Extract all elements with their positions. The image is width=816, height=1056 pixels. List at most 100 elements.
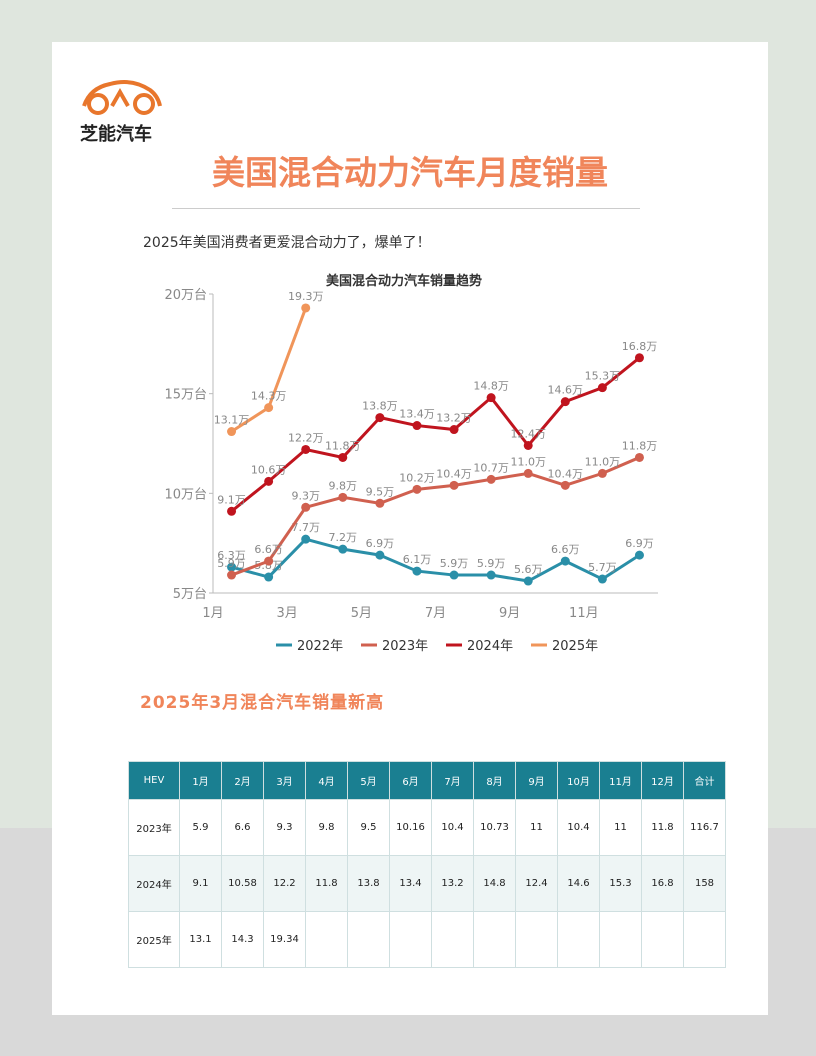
point bbox=[301, 444, 311, 454]
point bbox=[375, 498, 385, 508]
data-label: 6.6万 bbox=[551, 543, 580, 556]
header-cell: HEV bbox=[128, 761, 180, 800]
table-cell bbox=[557, 911, 600, 968]
subtitle: 2025年美国消费者更爱混合动力了，爆单了！ bbox=[143, 235, 431, 251]
table-cell: 10.4 bbox=[431, 799, 474, 856]
point bbox=[227, 570, 237, 580]
table-cell: 12.4 bbox=[515, 855, 558, 912]
legend-label: 2024年 bbox=[467, 639, 513, 654]
table-cell bbox=[305, 911, 348, 968]
x-tick-label: 1月 bbox=[202, 606, 223, 621]
point bbox=[338, 492, 348, 502]
table-cell: 9.8 bbox=[305, 799, 348, 856]
table-cell: 10.58 bbox=[221, 855, 264, 912]
point bbox=[227, 506, 237, 516]
x-tick-label: 5月 bbox=[351, 606, 372, 621]
table-cell: 12.2 bbox=[263, 855, 306, 912]
data-label: 6.6万 bbox=[254, 543, 283, 556]
table-row: 2024年 9.1 10.58 12.2 11.8 13.8 13.4 13.2 14.8 12.… bbox=[128, 855, 726, 912]
data-label: 19.3万 bbox=[288, 290, 324, 303]
table-cell: 14.3 bbox=[221, 911, 264, 968]
data-label: 14.6万 bbox=[548, 384, 584, 397]
table-cell: 16.8 bbox=[641, 855, 684, 912]
point bbox=[412, 566, 422, 576]
data-label: 10.6万 bbox=[251, 463, 287, 476]
data-label: 12.4万 bbox=[510, 427, 546, 440]
data-label: 14.8万 bbox=[473, 380, 509, 393]
data-label: 13.2万 bbox=[436, 412, 472, 425]
x-tick-label: 9月 bbox=[499, 606, 520, 621]
table-cell bbox=[683, 911, 726, 968]
table-cell: 10.4 bbox=[557, 799, 600, 856]
table-cell: 9.3 bbox=[263, 799, 306, 856]
point bbox=[375, 413, 385, 423]
table-cell: 158 bbox=[683, 855, 726, 912]
header-cell: 5月 bbox=[347, 761, 390, 800]
table-cell: 13.1 bbox=[179, 911, 222, 968]
point bbox=[338, 544, 348, 554]
header-cell: 1月 bbox=[179, 761, 222, 800]
point bbox=[301, 502, 311, 512]
data-label: 11.0万 bbox=[585, 455, 621, 468]
table-cell bbox=[515, 911, 558, 968]
point bbox=[264, 556, 274, 566]
table-row: 2025年 13.1 14.3 19.34 bbox=[128, 911, 726, 968]
point bbox=[634, 550, 644, 560]
data-label: 11.8万 bbox=[325, 439, 361, 452]
chart-title: 美国混合动力汽车销量趋势 bbox=[326, 273, 482, 289]
logo-text: 芝能汽车 bbox=[80, 124, 152, 145]
point bbox=[301, 534, 311, 544]
header-cell: 9月 bbox=[515, 761, 558, 800]
point bbox=[412, 421, 422, 431]
point bbox=[412, 484, 422, 494]
table-cell bbox=[641, 911, 684, 968]
header-cell: 8月 bbox=[473, 761, 516, 800]
data-label: 5.7万 bbox=[588, 561, 617, 574]
data-label: 6.9万 bbox=[366, 537, 395, 550]
data-label: 15.3万 bbox=[585, 370, 621, 383]
table-cell: 9.5 bbox=[347, 799, 390, 856]
divider bbox=[172, 208, 640, 209]
legend-label: 2023年 bbox=[382, 639, 428, 654]
table-cell: 15.3 bbox=[599, 855, 642, 912]
point bbox=[449, 480, 459, 490]
data-label: 9.5万 bbox=[366, 485, 395, 498]
data-label: 5.9万 bbox=[217, 557, 246, 570]
data-label: 13.8万 bbox=[362, 400, 398, 413]
table-cell: 11 bbox=[599, 799, 642, 856]
data-label: 6.9万 bbox=[625, 537, 654, 550]
point bbox=[264, 403, 274, 413]
legend-label: 2025年 bbox=[552, 639, 598, 654]
point bbox=[597, 468, 607, 478]
table-cell: 116.7 bbox=[683, 799, 726, 856]
table-cell: 9.1 bbox=[179, 855, 222, 912]
data-label: 10.7万 bbox=[473, 461, 509, 474]
data-label: 5.9万 bbox=[477, 557, 506, 570]
table-cell: 19.34 bbox=[263, 911, 306, 968]
header-cell: 4月 bbox=[305, 761, 348, 800]
table-cell: 5.9 bbox=[179, 799, 222, 856]
table-cell bbox=[347, 911, 390, 968]
section-title: 2025年3月混合汽车销量新高 bbox=[140, 693, 385, 713]
series-line bbox=[231, 537, 641, 583]
point bbox=[264, 572, 274, 582]
header-cell: 6月 bbox=[389, 761, 432, 800]
data-label: 11.0万 bbox=[510, 455, 546, 468]
x-tick-label: 11月 bbox=[569, 606, 599, 621]
table-row: 2023年 5.9 6.6 9.3 9.8 9.5 10.16 10.4 10.73 11 10.4… bbox=[128, 799, 726, 856]
data-label: 10.2万 bbox=[399, 471, 435, 484]
chart: 美国混合动力汽车销量趋势 5万台 10万台 15万台 20万台 1月 3月 5月 7月 9月 11… bbox=[164, 273, 658, 654]
table-cell: 2024年 bbox=[128, 855, 180, 912]
data-label: 16.8万 bbox=[622, 340, 658, 353]
header-cell: 7月 bbox=[431, 761, 474, 800]
table-cell: 11 bbox=[515, 799, 558, 856]
data-label: 6.1万 bbox=[403, 553, 432, 566]
table-cell: 10.73 bbox=[473, 799, 516, 856]
point bbox=[597, 383, 607, 393]
table-cell: 11.8 bbox=[641, 799, 684, 856]
data-label: 5.9万 bbox=[440, 557, 469, 570]
header-cell: 合计 bbox=[683, 761, 726, 800]
y-tick-label: 20万台 bbox=[164, 288, 207, 303]
point bbox=[634, 353, 644, 363]
